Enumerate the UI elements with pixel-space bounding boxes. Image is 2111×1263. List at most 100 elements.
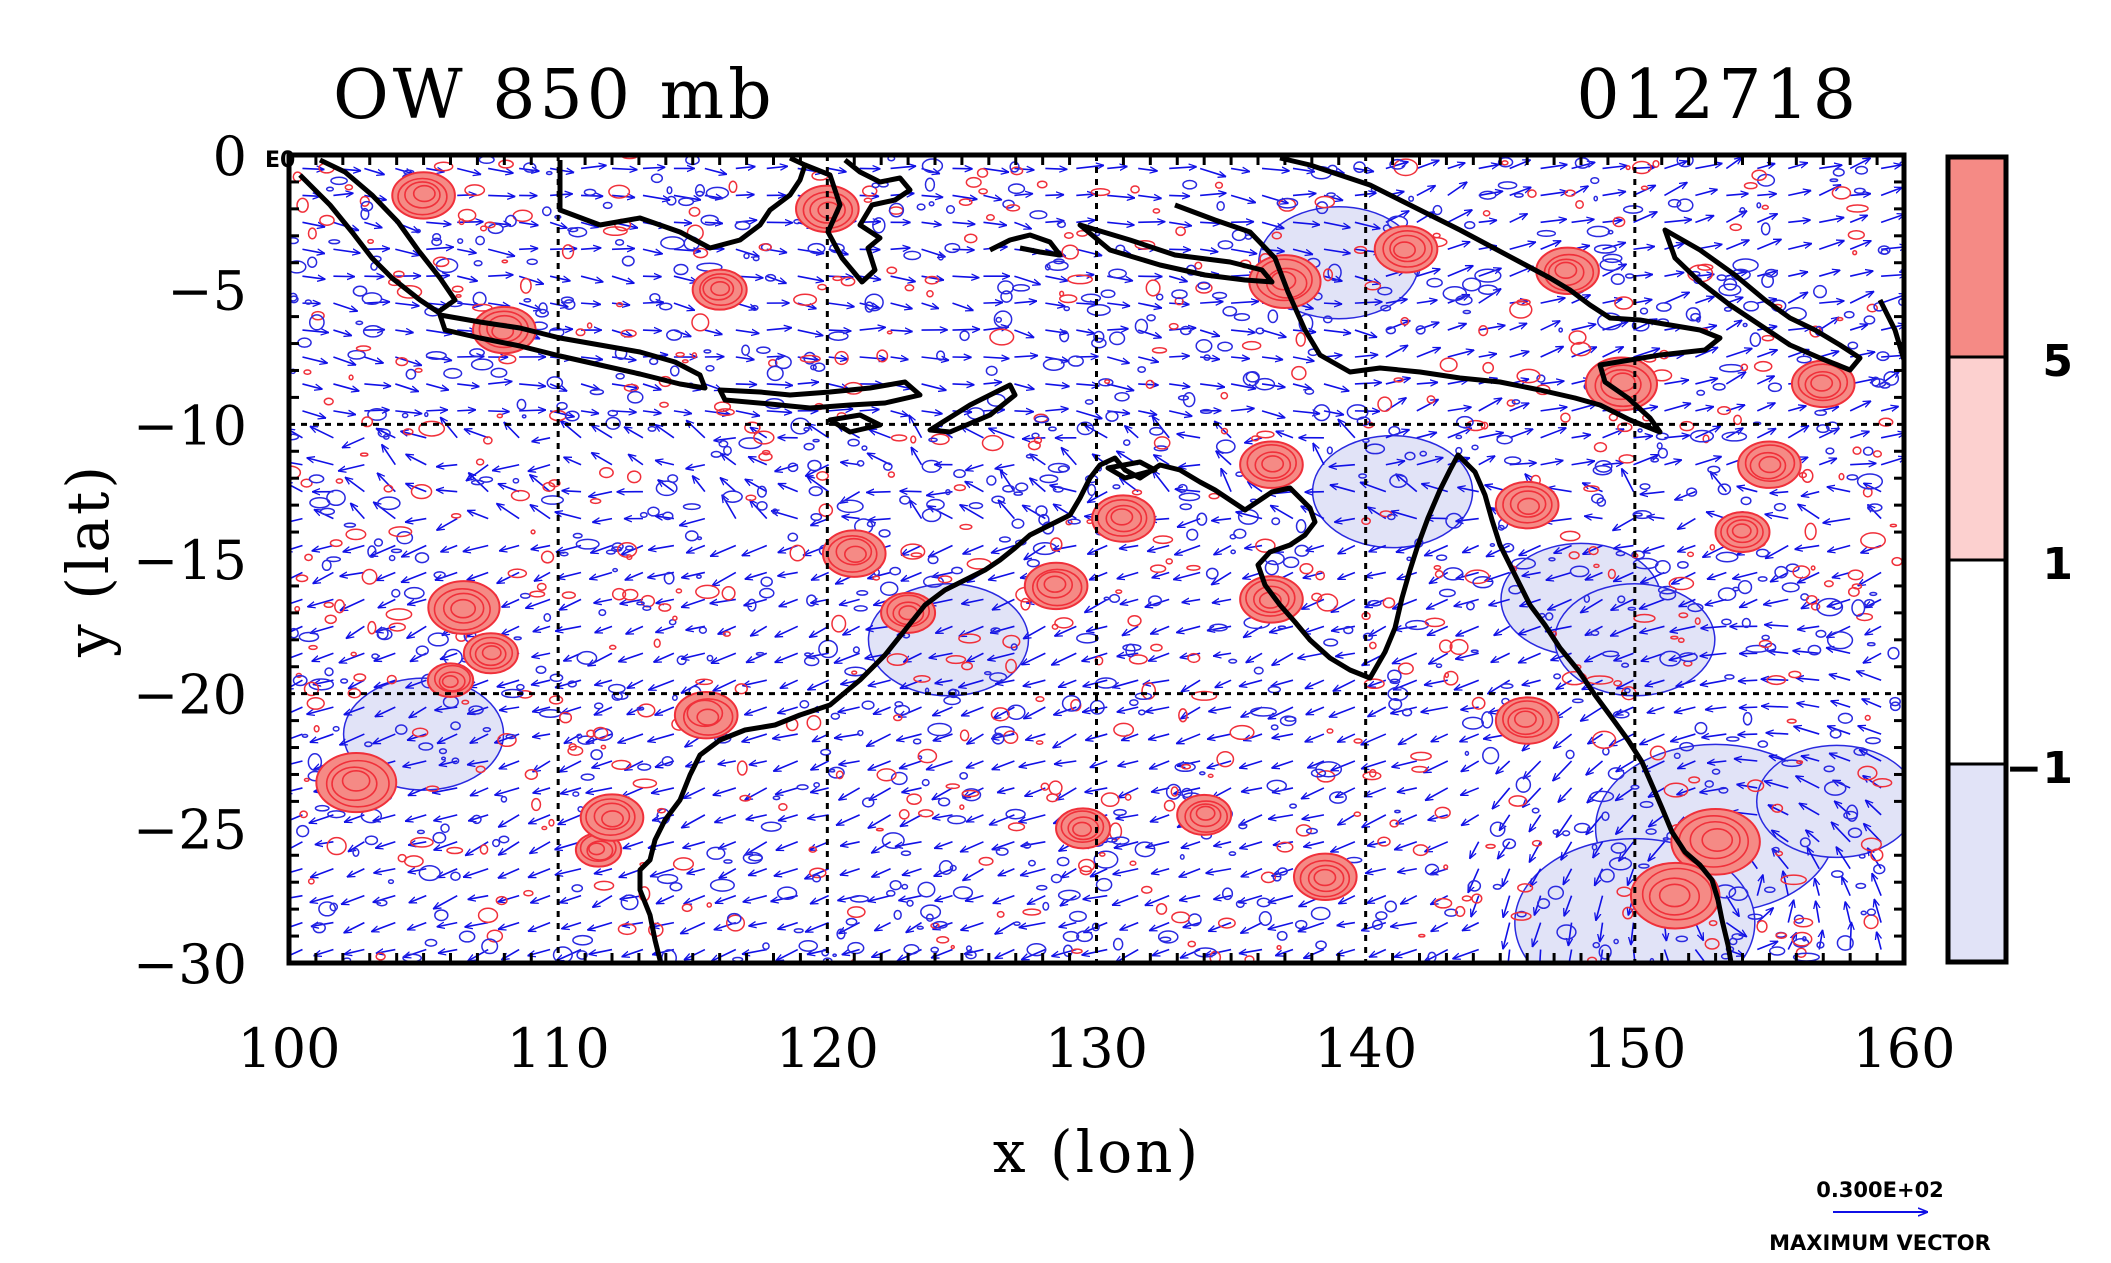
x-tick-label: 150 (1583, 1017, 1686, 1080)
wind-vector (673, 329, 691, 337)
wind-vector (580, 221, 599, 227)
wind-vector (673, 302, 695, 310)
wind-vector (780, 679, 799, 690)
wind-vector (289, 841, 303, 853)
wind-vector (911, 447, 923, 466)
wind-vector (681, 598, 706, 607)
wind-vector (926, 492, 953, 496)
wind-vector (364, 167, 384, 174)
wind-vector (364, 384, 391, 386)
wind-vector (952, 249, 974, 250)
wind-vector (611, 303, 630, 305)
wind-vector (1168, 275, 1188, 281)
wind-vector (580, 357, 603, 360)
wind-vector (1179, 894, 1201, 901)
wind-vector (463, 867, 489, 878)
wind-vector (1081, 948, 1108, 956)
wind-vector (1152, 948, 1170, 956)
wind-vector (374, 679, 396, 687)
wind-vector (1246, 652, 1263, 662)
colorbar-band-high (1948, 157, 2006, 357)
wind-vector (921, 248, 946, 257)
wind-vector (995, 948, 1015, 960)
wind-vector (1241, 867, 1263, 877)
wind-vector (1023, 625, 1046, 639)
y-tick-label: −15 (133, 529, 247, 592)
wind-vector (302, 221, 325, 227)
wind-vector (1014, 168, 1034, 170)
wind-vector (289, 867, 303, 875)
wind-vector (1169, 303, 1189, 304)
wind-vector (346, 625, 365, 638)
wind-vector (1268, 815, 1294, 819)
wind-vector (1329, 465, 1355, 467)
wind-vector (580, 165, 607, 168)
wind-vector (743, 894, 767, 902)
wind-vector (525, 598, 551, 608)
wind-vector (1145, 894, 1170, 907)
wind-vector (1138, 384, 1158, 385)
wind-vector (628, 454, 644, 466)
wind-vector (488, 411, 510, 412)
wind-vector (488, 167, 513, 173)
wind-vector (900, 814, 922, 827)
wind-vector (1087, 490, 1108, 503)
wind-vector (895, 841, 922, 847)
wind-vector (1268, 706, 1294, 719)
wind-vector (1239, 679, 1263, 686)
wind-vector (403, 948, 427, 958)
wind-vector (1076, 303, 1098, 304)
wind-vector (339, 733, 365, 746)
wind-vector (838, 787, 861, 800)
wind-vector (810, 894, 830, 905)
wind-vector (467, 571, 489, 580)
wind-vector (952, 195, 977, 199)
wind-vector (836, 814, 860, 827)
wind-vector (966, 733, 984, 744)
wind-vector (1230, 194, 1256, 202)
wind-vector (810, 517, 829, 526)
wind-vector (529, 841, 551, 854)
wind-vector (921, 383, 947, 390)
wind-vector (531, 680, 551, 685)
wind-vector (1124, 425, 1139, 439)
wind-vector (501, 625, 520, 635)
wind-vector (1149, 921, 1170, 932)
wind-vector (1121, 733, 1139, 740)
wind-vector (440, 652, 458, 659)
wind-vector (1019, 760, 1046, 767)
wind-vector (810, 760, 830, 770)
wind-vector (432, 787, 458, 793)
wind-vector (776, 948, 799, 961)
x-tick-label: 100 (237, 1017, 340, 1080)
wind-vector (988, 571, 1015, 579)
wind-vector (988, 428, 1015, 439)
wind-vector (532, 734, 551, 737)
wind-vector (993, 706, 1015, 719)
wind-vector (866, 733, 891, 746)
wind-vector (995, 921, 1015, 935)
wind-vector (395, 248, 420, 255)
wind-vector (720, 477, 737, 493)
wind-vector (655, 424, 675, 439)
wind-vector (1354, 302, 1383, 303)
wind-vector (890, 166, 917, 168)
wind-vector (558, 814, 582, 826)
wind-vector (289, 706, 303, 716)
wind-vector (839, 598, 860, 605)
wind-vector (1205, 867, 1232, 874)
wind-vector (470, 733, 489, 743)
wind-vector (962, 544, 984, 555)
wind-vector (710, 544, 737, 558)
wind-vector (1338, 544, 1356, 554)
wind-vector (656, 599, 675, 603)
wind-vector (1737, 734, 1758, 735)
wind-vector (899, 491, 922, 492)
wind-vector (1107, 222, 1134, 225)
wind-vector (590, 544, 613, 554)
wind-vector (528, 867, 551, 879)
wind-vector (302, 276, 325, 279)
wind-vector (1137, 329, 1162, 338)
wind-vector (310, 625, 334, 633)
wind-vector (559, 894, 582, 903)
